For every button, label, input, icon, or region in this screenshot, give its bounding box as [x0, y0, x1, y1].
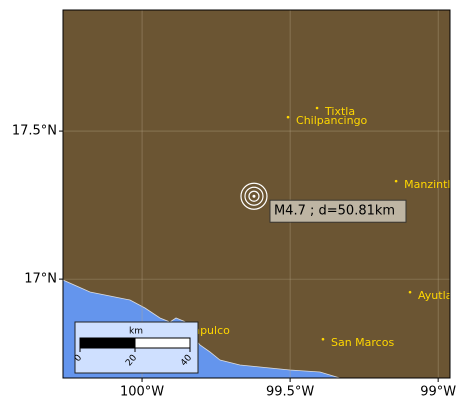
place-label: Manzintla	[404, 178, 457, 191]
x-tick-label: 99.5°W	[266, 385, 314, 400]
scalebar-segment	[134, 337, 191, 349]
scalebar-segment	[79, 337, 136, 349]
event-label: M4.7 ; d=50.81km	[274, 204, 395, 219]
place-marker	[315, 106, 319, 110]
x-tick-label: 99°W	[420, 385, 456, 400]
place-label: San Marcos	[331, 336, 394, 349]
event-ring	[244, 186, 264, 206]
place-marker	[394, 179, 398, 183]
event-ring	[240, 182, 268, 210]
axes: 100°W 99.5°W 99°W 17.5°N 17°N	[12, 124, 456, 400]
place-label: Tixtla	[324, 105, 355, 118]
y-tick-label: 17°N	[24, 272, 57, 287]
place-marker	[408, 290, 412, 294]
x-tick-label: 100°W	[120, 385, 164, 400]
plot-frame	[62, 9, 451, 379]
place-label: Chilpancingo	[296, 114, 368, 127]
event-ring	[248, 190, 260, 202]
scalebar-title: km	[129, 327, 143, 337]
scalebar-label: 0	[73, 353, 85, 364]
event-center	[252, 194, 256, 198]
place-label: Ayutla	[418, 289, 452, 302]
y-tick-label: 17.5°N	[12, 124, 57, 139]
event-label-box	[269, 199, 407, 223]
place-marker	[286, 115, 290, 119]
place-marker	[321, 337, 325, 341]
